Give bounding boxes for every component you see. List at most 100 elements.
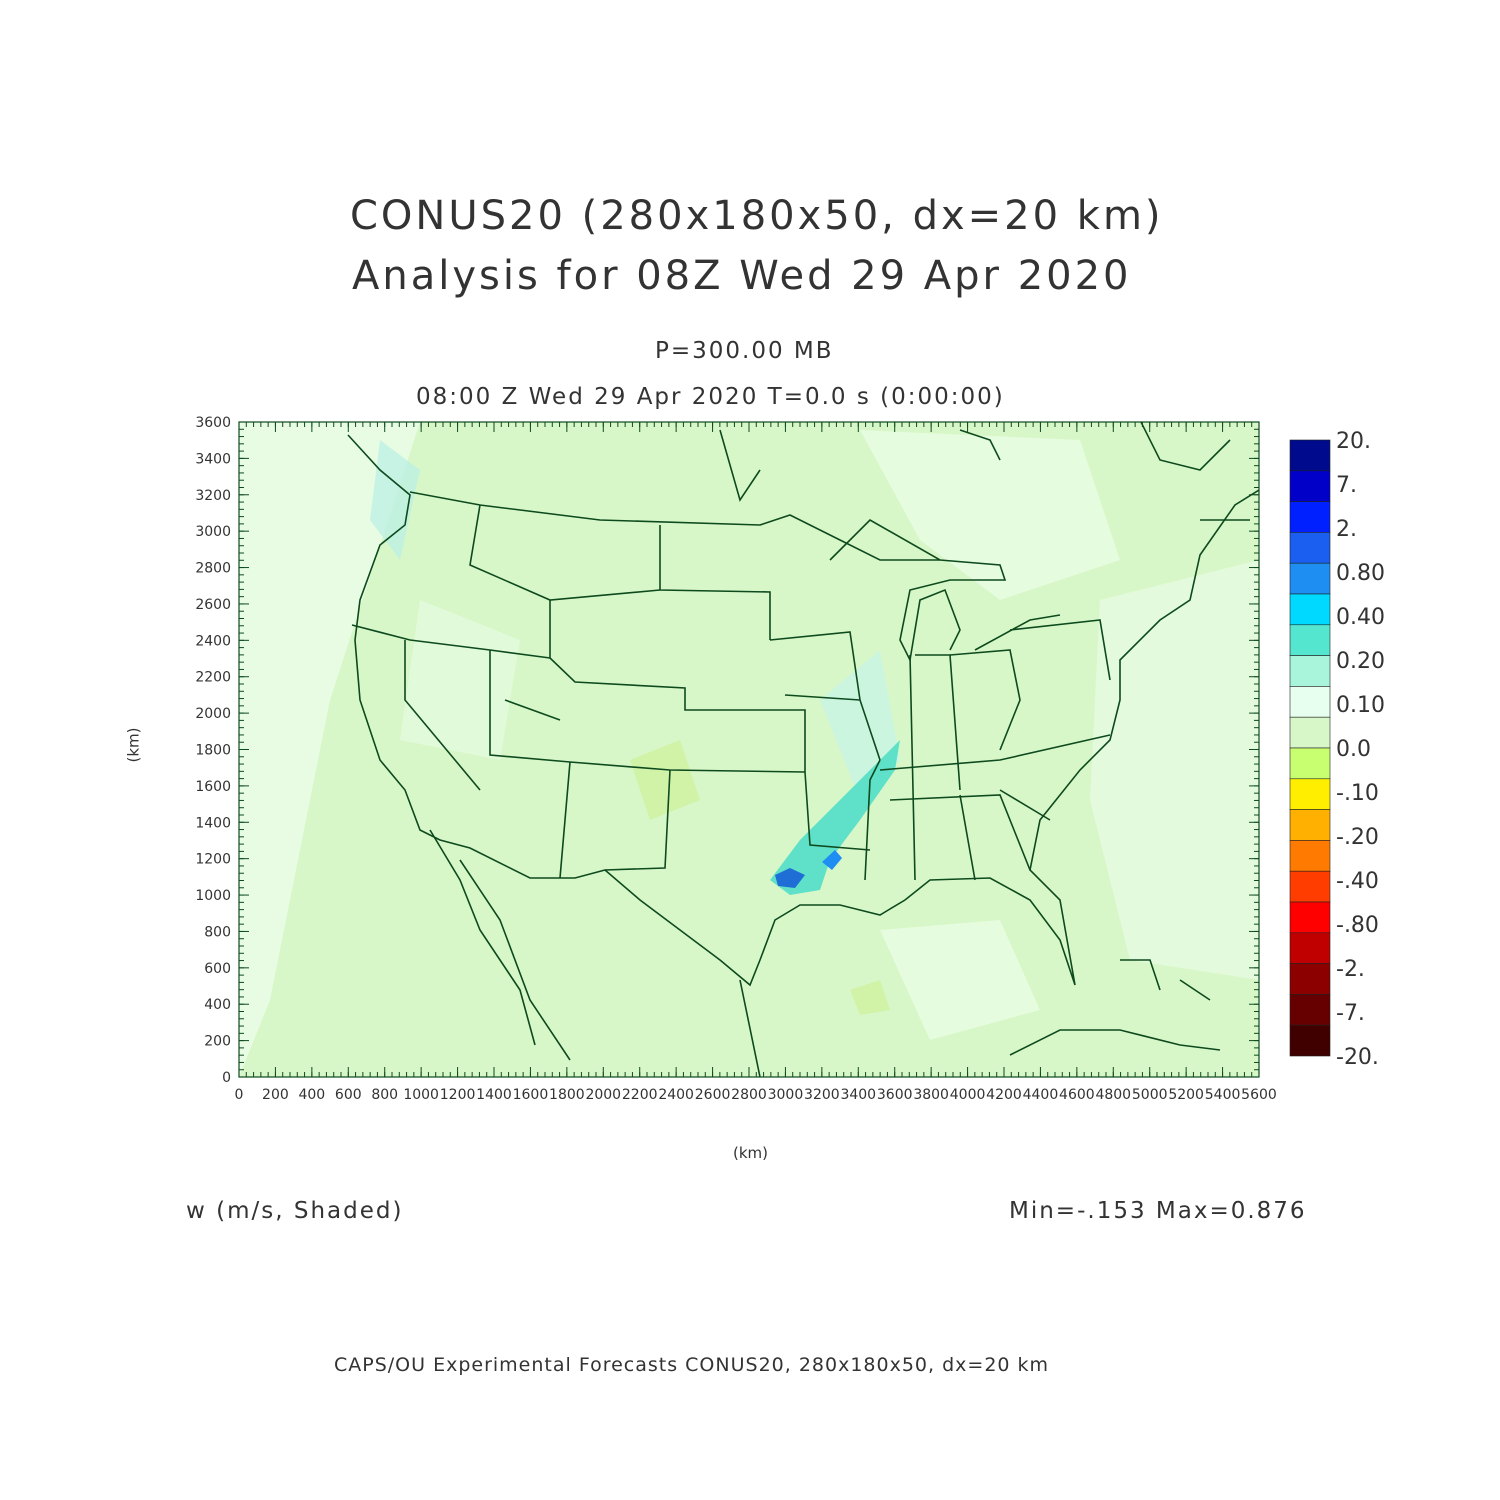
y-axis: 0 200 400 600 800 1000 1200 1400 1600 1800 2000 220… [195, 415, 1259, 1086]
x-tick-label: 4600 [1059, 1087, 1095, 1103]
colorbar-swatch [1289, 809, 1331, 841]
colorbar-swatch [1289, 716, 1331, 749]
x-tick-label: 1000 [403, 1087, 439, 1103]
y-tick-label: 3200 [195, 488, 231, 504]
x-axis-title: (km) [733, 1144, 769, 1162]
x-tick-label: 4000 [950, 1087, 986, 1103]
colorbar-label: 2. [1336, 517, 1357, 542]
x-tick-label: 600 [335, 1087, 362, 1103]
x-axis: 0 200 400 600 800 1000 1200 1400 1600 1800 2000 220… [235, 422, 1277, 1103]
y-tick-label: 1600 [195, 779, 231, 795]
y-tick-label: 1000 [195, 888, 231, 904]
colorbar-label: 7. [1336, 473, 1357, 498]
x-tick-label: 5000 [1132, 1087, 1168, 1103]
colorbar-swatch [1289, 963, 1331, 995]
x-tick-label: 4800 [1095, 1087, 1131, 1103]
colorbar-label: -.20 [1336, 825, 1379, 850]
x-tick-label: 1400 [476, 1087, 512, 1103]
colorbar-swatch [1289, 932, 1331, 964]
x-tick-label: 400 [298, 1087, 325, 1103]
x-tick-label: 3000 [768, 1087, 804, 1103]
colorbar: 20. 7. 2. 0.80 0.40 0.20 0.10 0.0 -.10 -.20 -.40 -.… [1289, 429, 1385, 1070]
x-tick-label: 2800 [731, 1087, 767, 1103]
colorbar-swatch [1289, 624, 1331, 656]
variable-label: w (m/s, Shaded) [186, 1198, 404, 1224]
colorbar-label: 0.40 [1336, 605, 1385, 630]
valid-time: 08:00 Z Wed 29 Apr 2020 T=0.0 s (0:00:00… [416, 384, 1005, 410]
x-tick-label: 2400 [658, 1087, 694, 1103]
colorbar-label: -.40 [1336, 869, 1379, 894]
y-tick-label: 600 [204, 961, 231, 977]
colorbar-swatch [1289, 532, 1331, 564]
colorbar-label: -7. [1336, 1001, 1365, 1026]
x-tick-label: 5600 [1241, 1087, 1277, 1103]
shaded-field [239, 422, 1259, 1077]
colorbar-label: 20. [1336, 429, 1371, 454]
x-tick-label: 4400 [1023, 1087, 1059, 1103]
x-tick-label: 1800 [549, 1087, 585, 1103]
x-tick-label: 3400 [840, 1087, 876, 1103]
y-tick-label: 1200 [195, 852, 231, 868]
y-tick-label: 800 [204, 924, 231, 940]
pressure-level: P=300.00 MB [655, 338, 834, 364]
y-tick-label: 200 [204, 1034, 231, 1050]
colorbar-swatch [1289, 840, 1331, 872]
x-tick-label: 800 [371, 1087, 398, 1103]
y-tick-label: 2400 [195, 633, 231, 649]
y-axis-title: (km) [124, 727, 143, 763]
conus-outline [347, 434, 1259, 987]
colorbar-label: 0.20 [1336, 649, 1385, 674]
footer-credit: CAPS/OU Experimental Forecasts CONUS20, … [334, 1354, 1050, 1376]
colorbar-swatch [1289, 439, 1331, 472]
x-tick-label: 3600 [877, 1087, 913, 1103]
mexico-coast [429, 829, 761, 1077]
x-tick-label: 2600 [695, 1087, 731, 1103]
title-line-1: CONUS20 (280x180x50, dx=20 km) [350, 193, 1164, 239]
canada-border [409, 491, 940, 561]
y-tick-label: 3600 [195, 415, 231, 431]
x-tick-label: 1200 [440, 1087, 476, 1103]
colorbar-swatch [1289, 870, 1331, 903]
title-line-2: Analysis for 08Z Wed 29 Apr 2020 [352, 253, 1132, 299]
x-tick-label: 5400 [1205, 1087, 1241, 1103]
x-tick-label: 3200 [804, 1087, 840, 1103]
min-max: Min=-.153 Max=0.876 [1009, 1198, 1307, 1224]
x-tick-label: 2200 [622, 1087, 658, 1103]
y-tick-label: 2800 [195, 561, 231, 577]
colorbar-swatch [1289, 593, 1331, 626]
colorbar-swatch [1289, 501, 1331, 533]
colorbar-swatch [1289, 994, 1331, 1026]
map-outlines [347, 422, 1259, 1077]
y-tick-label: 2000 [195, 706, 231, 722]
colorbar-swatch [1289, 1024, 1331, 1057]
great-lakes [829, 519, 1061, 663]
x-tick-label: 4200 [986, 1087, 1022, 1103]
colorbar-swatch [1289, 562, 1331, 595]
x-tick-label: 1600 [513, 1087, 549, 1103]
colorbar-swatch [1289, 747, 1331, 780]
colorbar-label: -.80 [1336, 913, 1379, 938]
y-tick-label: 3000 [195, 524, 231, 540]
colorbar-label: -.10 [1336, 781, 1379, 806]
cuba-outline [1009, 1029, 1221, 1056]
x-tick-label: 3800 [913, 1087, 949, 1103]
y-tick-label: 0 [222, 1070, 231, 1086]
colorbar-label: 0.0 [1336, 737, 1371, 762]
x-tick-label: 200 [262, 1087, 289, 1103]
y-tick-label: 3400 [195, 451, 231, 467]
x-tick-label: 5200 [1168, 1087, 1204, 1103]
colorbar-label: -20. [1336, 1045, 1379, 1070]
y-tick-label: 2200 [195, 670, 231, 686]
colorbar-swatch [1289, 655, 1331, 687]
x-tick-label: 2000 [585, 1087, 621, 1103]
x-tick-label: 0 [235, 1087, 244, 1103]
colorbar-label: 0.80 [1336, 561, 1385, 586]
colorbar-swatch [1289, 778, 1331, 810]
y-tick-label: 1400 [195, 815, 231, 831]
colorbar-label: -2. [1336, 957, 1365, 982]
y-tick-label: 1800 [195, 743, 231, 759]
colorbar-swatch [1289, 470, 1331, 502]
colorbar-swatch [1289, 901, 1331, 934]
y-tick-label: 2600 [195, 597, 231, 613]
